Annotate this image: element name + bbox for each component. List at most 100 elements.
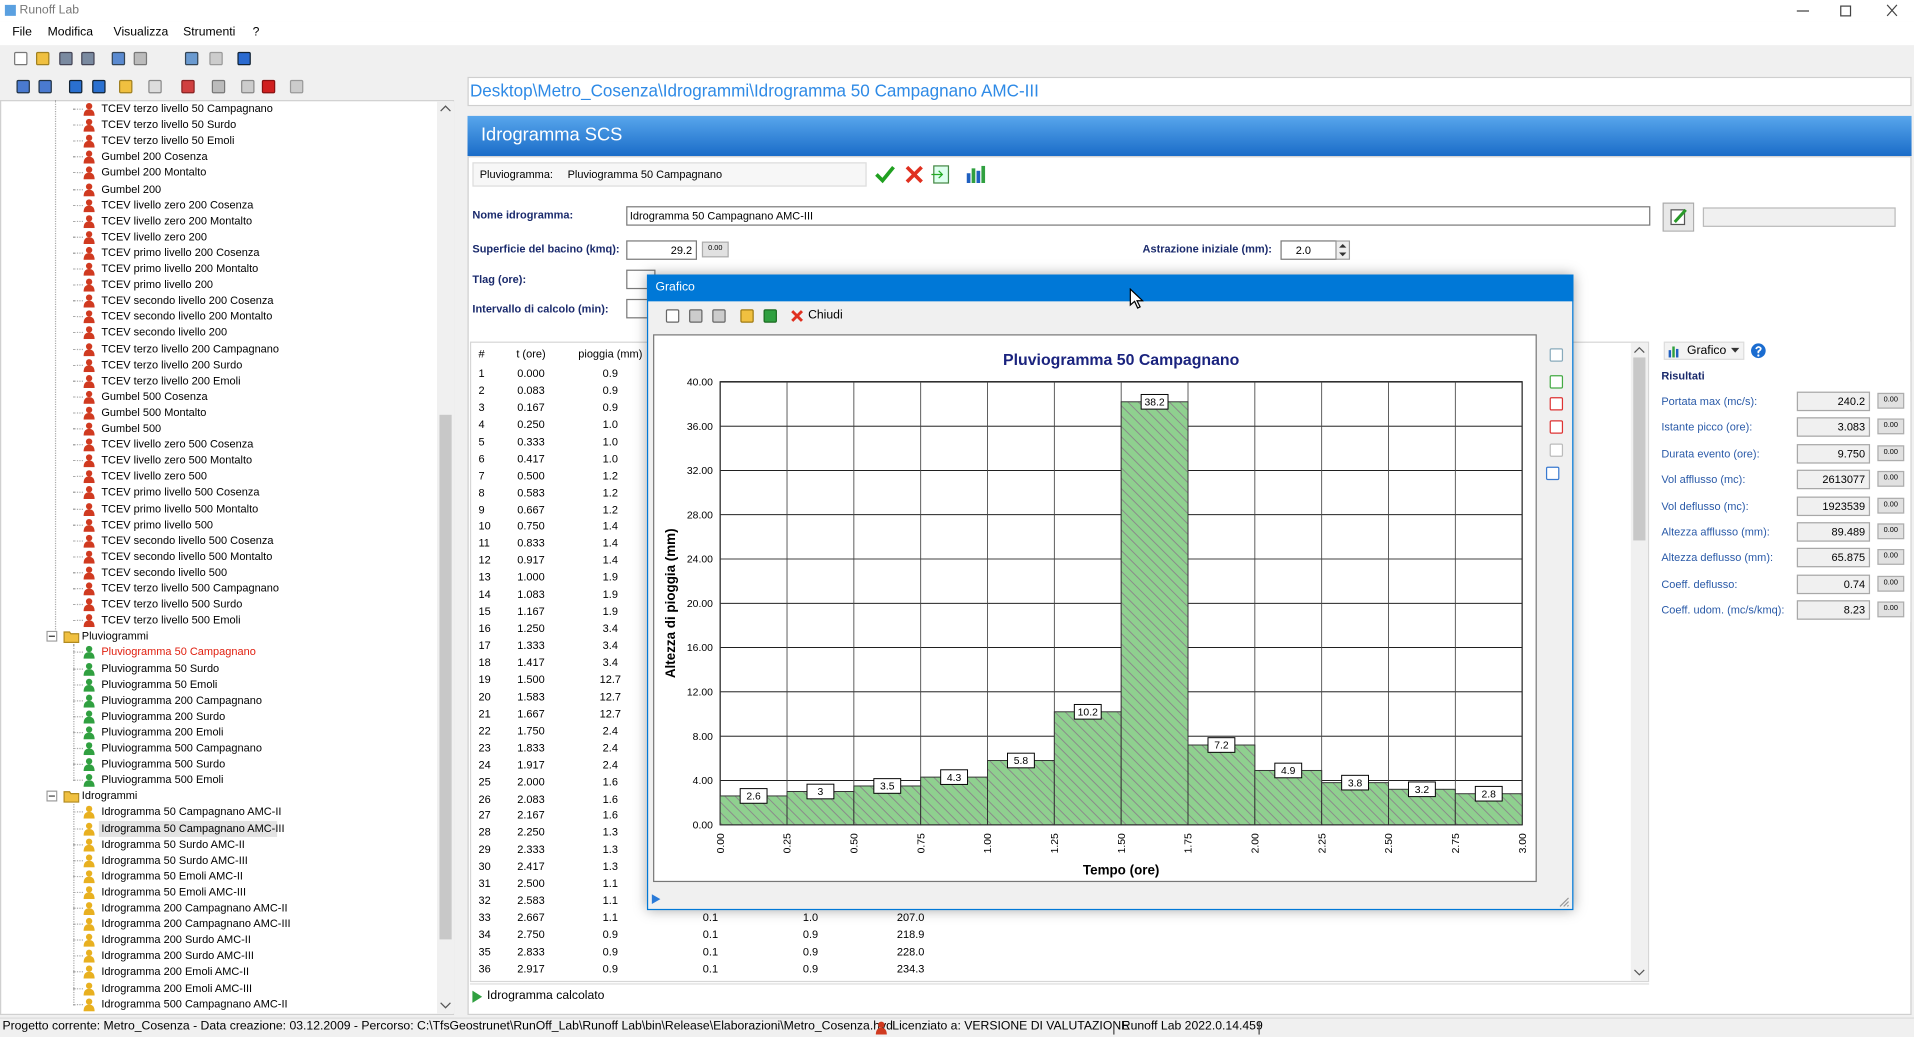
toolbar-button[interactable] — [117, 78, 134, 95]
toolbar-button[interactable] — [79, 50, 96, 67]
cancel-button[interactable] — [903, 163, 925, 185]
tree-item[interactable]: TCEV secondo livello 200 Cosenza — [101, 294, 274, 307]
toolbar-button[interactable] — [132, 50, 149, 67]
tree-item[interactable]: Pluviogramma 200 Emoli — [101, 725, 224, 738]
small-button[interactable]: 0.00 — [1877, 445, 1905, 461]
tree-item[interactable]: TCEV primo livello 500 Montalto — [101, 502, 259, 515]
small-button[interactable]: 0.00 — [1877, 471, 1905, 488]
table-scroll-thumb[interactable] — [1633, 357, 1646, 541]
small-button[interactable]: 0.00 — [1877, 392, 1905, 409]
tree-item[interactable]: TCEV primo livello 200 — [101, 278, 214, 291]
chart-button[interactable] — [964, 163, 986, 185]
tree-item[interactable]: Idrogramma 50 Emoli AMC-III — [101, 885, 247, 898]
tree-item[interactable]: Gumbel 200 Cosenza — [101, 150, 208, 163]
tree-item[interactable]: Idrogramma 50 Emoli AMC-II — [101, 869, 243, 882]
small-button[interactable]: 0.00 — [1877, 549, 1905, 566]
tree-item[interactable]: Gumbel 200 — [101, 182, 162, 195]
tree-item[interactable]: TCEV terzo livello 500 Emoli — [101, 613, 241, 627]
minimize-button[interactable] — [1794, 4, 1811, 19]
tree-item[interactable]: Pluviogramma 50 Surdo — [101, 661, 220, 675]
toolbar-button[interactable] — [37, 78, 54, 95]
small-button[interactable]: 0.00 — [1877, 523, 1905, 540]
text-input[interactable]: Idrogramma 50 Campagnano AMC-III — [626, 206, 1651, 226]
toolbar-button[interactable] — [1548, 373, 1565, 390]
tree-item[interactable]: TCEV terzo livello 50 Campagnano — [101, 102, 273, 115]
tree-item[interactable]: Idrogramma 50 Surdo AMC-III — [101, 853, 248, 866]
toolbar-button[interactable] — [288, 78, 305, 95]
tree-folder[interactable]: Idrogrammi — [81, 789, 138, 802]
import-button[interactable] — [930, 163, 952, 185]
toolbar-button[interactable] — [183, 50, 200, 67]
tree-item[interactable]: Idrogramma 200 Campagnano AMC-II — [101, 901, 288, 914]
tree-scroll-thumb[interactable] — [439, 414, 452, 940]
tree-item[interactable]: Gumbel 500 Cosenza — [101, 390, 208, 403]
tree-item[interactable]: TCEV primo livello 200 Montalto — [101, 262, 259, 275]
help-button[interactable] — [1750, 343, 1766, 359]
close-button-label[interactable]: Chiudi — [808, 308, 843, 323]
tree-item[interactable]: Idrogramma 200 Surdo AMC-II — [101, 933, 251, 946]
tree-item[interactable]: Idrogramma 50 Surdo AMC-II — [101, 837, 245, 850]
tree-item[interactable]: Pluviogramma 50 Campagnano — [101, 645, 256, 659]
tree-item[interactable]: TCEV livello zero 500 Cosenza — [101, 438, 254, 451]
dropdown-label[interactable]: Grafico — [1686, 344, 1727, 358]
toolbar-button[interactable] — [239, 78, 256, 95]
maximize-button[interactable] — [1837, 4, 1854, 19]
tree-item[interactable]: TCEV livello zero 500 — [101, 470, 207, 483]
toolbar-button[interactable] — [15, 78, 32, 95]
toolbar-button[interactable] — [57, 50, 74, 67]
toolbar-button[interactable] — [67, 78, 84, 95]
scroll-arrow[interactable] — [437, 102, 454, 114]
tree-item[interactable]: TCEV terzo livello 200 Surdo — [101, 358, 243, 371]
confirm-button[interactable] — [874, 163, 896, 185]
tree-item[interactable]: TCEV livello zero 200 Cosenza — [101, 198, 254, 211]
tree-item[interactable]: Idrogramma 50 Campagnano AMC-II — [101, 805, 282, 818]
tree-item[interactable]: TCEV secondo livello 500 — [101, 565, 228, 579]
tree-item[interactable]: TCEV secondo livello 200 Montalto — [101, 310, 273, 323]
toolbar-button[interactable] — [110, 50, 127, 67]
toolbar-button[interactable] — [90, 78, 107, 95]
tree-item[interactable]: TCEV secondo livello 200 — [101, 326, 228, 339]
tree-expander[interactable] — [46, 790, 58, 802]
tree-item[interactable]: TCEV secondo livello 500 Cosenza — [101, 533, 274, 547]
menu-item[interactable]: ? — [252, 25, 260, 40]
tree-item[interactable]: Pluviogramma 50 Emoli — [101, 677, 218, 691]
toolbar-button[interactable] — [260, 78, 277, 95]
dropdown-button[interactable] — [1663, 341, 1745, 360]
tree-item[interactable]: Gumbel 500 Montalto — [101, 406, 207, 419]
toolbar-button[interactable] — [738, 307, 755, 324]
tree-folder[interactable]: Pluviogrammi — [81, 629, 149, 643]
tree-item[interactable]: TCEV livello zero 500 Montalto — [101, 454, 253, 467]
toolbar-button[interactable] — [146, 78, 163, 95]
tree-item[interactable]: Idrogramma 200 Surdo AMC-III — [101, 949, 254, 962]
tree-item[interactable]: TCEV secondo livello 500 Montalto — [101, 549, 273, 563]
small-button[interactable]: 0.00 — [1877, 575, 1905, 592]
tree-item[interactable]: Gumbel 200 Montalto — [101, 166, 207, 179]
tree-item[interactable]: Idrogramma 500 Campagnano AMC-II — [101, 997, 288, 1010]
small-button[interactable]: 0.00 — [1877, 418, 1905, 435]
spinner[interactable] — [1335, 240, 1351, 260]
tree-item[interactable]: Idrogramma 200 Emoli AMC-II — [101, 965, 250, 978]
tree-expander[interactable] — [46, 631, 58, 643]
toolbar-button[interactable] — [762, 307, 779, 324]
small-button[interactable]: 0.00 — [1877, 497, 1905, 514]
tree-item[interactable]: TCEV terzo livello 500 Surdo — [101, 597, 243, 611]
toolbar-button[interactable] — [687, 307, 704, 324]
tree-item[interactable]: TCEV terzo livello 200 Emoli — [101, 374, 241, 387]
small-button[interactable]: 0.00 — [701, 241, 729, 258]
toolbar-button[interactable] — [1544, 465, 1561, 482]
toolbar-button[interactable] — [710, 307, 727, 324]
tree-item[interactable]: Pluviogramma 200 Campagnano — [101, 693, 262, 706]
close-icon[interactable] — [790, 309, 805, 324]
number-input[interactable]: 29.2 — [626, 240, 697, 260]
menu-item[interactable]: Modifica — [47, 25, 94, 40]
tree-item[interactable]: TCEV terzo livello 50 Surdo — [101, 118, 237, 131]
tree-item[interactable]: Pluviogramma 200 Surdo — [101, 709, 226, 722]
toolbar-button[interactable] — [179, 78, 196, 95]
tree-item[interactable]: Pluviogramma 500 Emoli — [101, 773, 224, 786]
menu-item[interactable]: Visualizza — [113, 25, 169, 40]
tree-item[interactable]: Pluviogramma 500 Surdo — [101, 757, 226, 770]
toolbar-button[interactable] — [34, 50, 51, 67]
toolbar-button[interactable] — [1548, 442, 1565, 459]
tree-item[interactable]: Pluviogramma 500 Campagnano — [101, 741, 262, 754]
toolbar-button[interactable] — [12, 50, 29, 67]
